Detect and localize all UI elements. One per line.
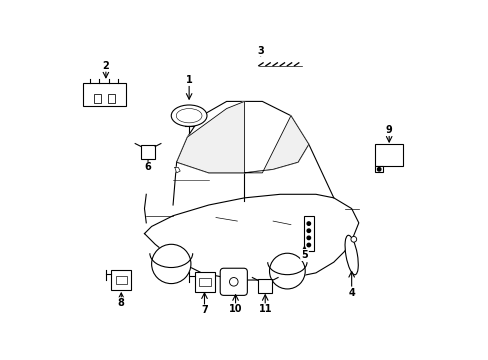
Text: 6: 6 [144, 162, 151, 172]
Text: 4: 4 [347, 288, 354, 297]
Text: 2: 2 [102, 61, 109, 71]
FancyBboxPatch shape [111, 270, 131, 290]
FancyBboxPatch shape [115, 276, 127, 284]
FancyBboxPatch shape [220, 268, 247, 296]
Polygon shape [244, 116, 308, 173]
FancyBboxPatch shape [195, 272, 215, 292]
Text: 10: 10 [228, 304, 242, 314]
FancyBboxPatch shape [258, 279, 272, 293]
Ellipse shape [345, 235, 358, 275]
Polygon shape [144, 194, 358, 280]
FancyBboxPatch shape [141, 145, 155, 159]
Polygon shape [175, 167, 180, 173]
FancyBboxPatch shape [374, 166, 383, 172]
Circle shape [306, 243, 310, 247]
Text: 1: 1 [185, 75, 192, 85]
FancyBboxPatch shape [94, 94, 101, 103]
Text: 11: 11 [258, 304, 271, 314]
FancyBboxPatch shape [199, 278, 210, 286]
Text: 3: 3 [257, 46, 264, 56]
Circle shape [306, 229, 310, 233]
FancyBboxPatch shape [83, 83, 125, 106]
FancyBboxPatch shape [108, 94, 115, 103]
Text: 9: 9 [385, 125, 392, 135]
Polygon shape [176, 102, 308, 173]
Circle shape [306, 222, 310, 225]
Polygon shape [176, 102, 244, 173]
Circle shape [269, 253, 305, 289]
Text: 5: 5 [301, 250, 307, 260]
FancyBboxPatch shape [374, 144, 403, 166]
Circle shape [350, 237, 356, 242]
Ellipse shape [176, 109, 202, 123]
Circle shape [377, 167, 380, 171]
Text: 8: 8 [118, 298, 124, 308]
Circle shape [306, 236, 310, 240]
Ellipse shape [171, 105, 206, 126]
FancyBboxPatch shape [303, 216, 313, 251]
Circle shape [151, 244, 190, 284]
Circle shape [229, 278, 238, 286]
Text: 7: 7 [201, 305, 207, 315]
